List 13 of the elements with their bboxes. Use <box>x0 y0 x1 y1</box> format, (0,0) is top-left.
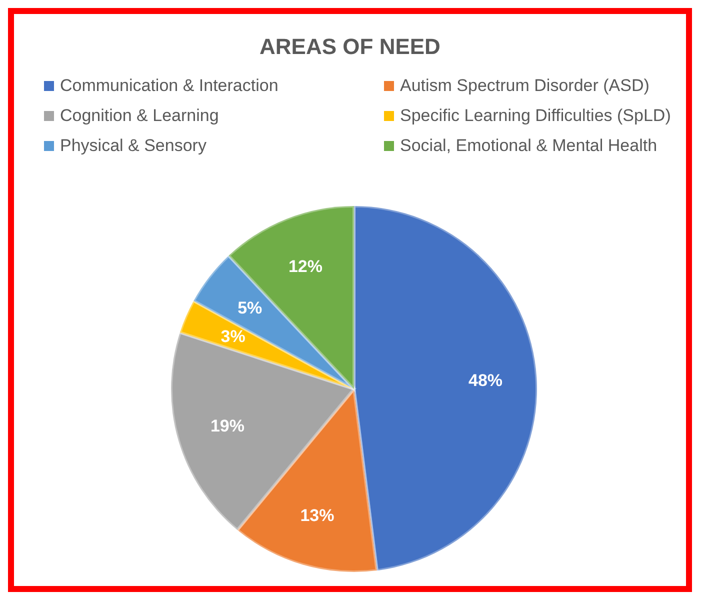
legend-label: Physical & Sensory <box>60 136 206 156</box>
legend-label: Social, Emotional & Mental Health <box>400 136 658 156</box>
data-label: 3% <box>220 327 246 346</box>
data-label: 12% <box>288 256 323 276</box>
data-label: 13% <box>300 506 334 526</box>
legend-label: Autism Spectrum Disorder (ASD) <box>400 76 650 96</box>
data-label: 48% <box>468 371 503 390</box>
chart-title: AREAS OF NEED <box>258 34 442 60</box>
data-label: 5% <box>238 298 262 318</box>
legend-label: Cognition & Learning <box>60 106 219 126</box>
legend-label: Communication & Interaction <box>60 76 278 96</box>
legend-label: Specific Learning Difficulties (SpLD) <box>400 106 671 126</box>
data-label: 19% <box>210 416 244 436</box>
